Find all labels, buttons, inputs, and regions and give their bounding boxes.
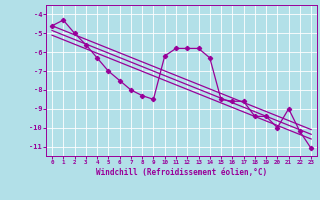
X-axis label: Windchill (Refroidissement éolien,°C): Windchill (Refroidissement éolien,°C) xyxy=(96,168,267,177)
